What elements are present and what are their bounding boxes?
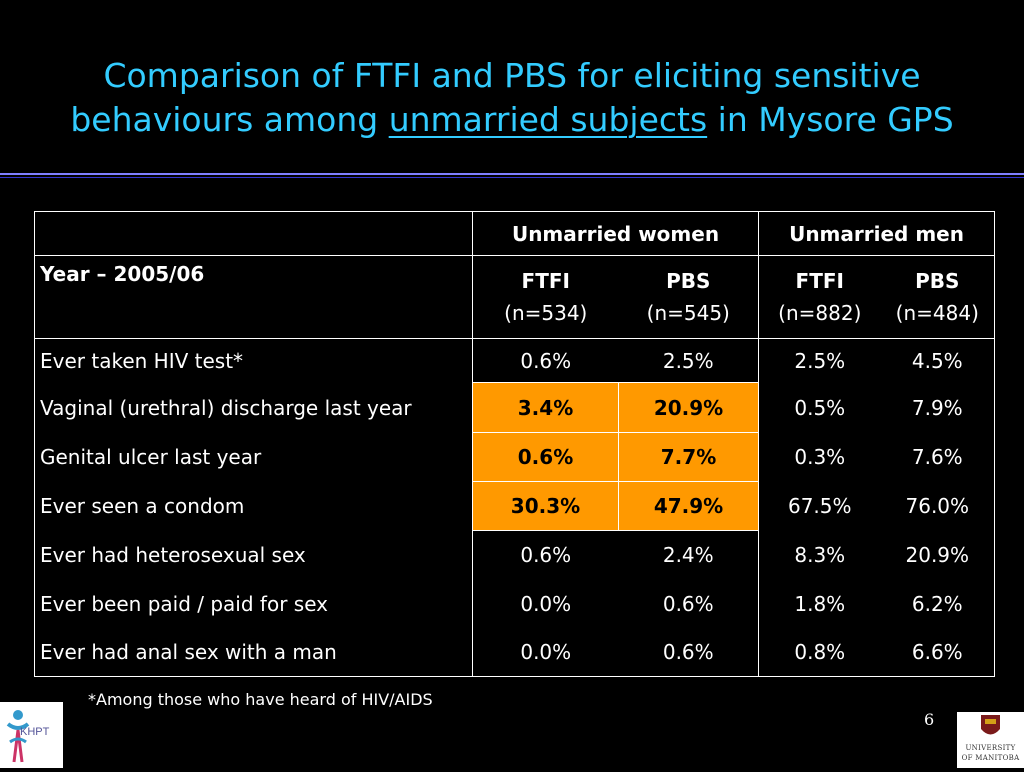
value-cell: 20.9% <box>617 382 760 433</box>
slide-title: Comparison of FTFI and PBS for eliciting… <box>0 54 1024 142</box>
method-label: FTFI <box>521 269 570 293</box>
group-header-row: Unmarried women Unmarried men <box>34 211 996 256</box>
khpt-figure-icon <box>6 710 30 763</box>
group-header-women: Unmarried women <box>471 211 760 256</box>
value-cell: 7.7% <box>617 432 760 482</box>
university-wordmark: UNIVERSITY <box>965 744 1016 752</box>
group-header-men: Unmarried men <box>758 211 996 256</box>
sample-size: (n=882) <box>778 301 862 325</box>
value-cell: 7.9% <box>880 382 996 433</box>
method-header-cell: PBS (n=545) <box>618 255 760 339</box>
khpt-logo-text: KHPT <box>20 726 50 738</box>
table-row: Ever had heterosexual sex 0.6% 2.4% 8.3% 20.… <box>34 530 996 579</box>
table-row: Genital ulcer last year 0.6% 7.7% 0.3% 7.6% <box>34 432 996 482</box>
value-cell: 0.8% <box>758 628 881 677</box>
row-label: Ever had anal sex with a man <box>34 628 473 677</box>
value-cell: 0.6% <box>472 338 619 383</box>
value-cell: 2.5% <box>618 338 760 383</box>
table-row: Ever had anal sex with a man 0.0% 0.6% 0.8%… <box>34 628 996 677</box>
value-cell: 0.3% <box>758 432 881 482</box>
row-label: Ever had heterosexual sex <box>34 530 473 579</box>
title-line-2-post: in Mysore GPS <box>707 100 954 139</box>
comparison-table: Unmarried women Unmarried men Year – 200… <box>34 211 996 677</box>
sample-size: (n=534) <box>504 301 588 325</box>
sample-size: (n=484) <box>895 301 979 325</box>
method-label: PBS <box>915 269 960 293</box>
method-label: PBS <box>666 269 711 293</box>
row-label: Ever seen a condom <box>34 481 473 531</box>
title-line-2-pre: behaviours among <box>70 100 389 139</box>
page-number: 6 <box>924 710 935 729</box>
title-underlined-phrase: unmarried subjects <box>388 100 708 139</box>
value-cell: 76.0% <box>880 481 996 531</box>
value-cell: 30.3% <box>472 481 619 531</box>
value-cell: 0.0% <box>472 578 619 629</box>
value-cell: 6.2% <box>880 578 996 629</box>
value-cell: 67.5% <box>758 481 881 531</box>
value-cell: 47.9% <box>617 481 760 531</box>
method-label: FTFI <box>795 269 844 293</box>
value-cell: 2.4% <box>618 530 760 579</box>
value-cell: 4.5% <box>880 338 996 383</box>
data-rows: Ever taken HIV test* 0.6% 2.5% 2.5% 4.5% Vagi… <box>34 338 996 677</box>
table-row: Vaginal (urethral) discharge last year 3.… <box>34 382 996 433</box>
value-cell: 2.5% <box>758 338 881 383</box>
method-header-cell: PBS (n=484) <box>880 255 996 339</box>
footnote: *Among those who have heard of HIV/AIDS <box>88 690 433 709</box>
year-label: Year – 2005/06 <box>34 255 473 339</box>
row-label: Genital ulcer last year <box>34 432 473 482</box>
value-cell: 8.3% <box>758 530 881 579</box>
row-label: Vaginal (urethral) discharge last year <box>34 382 473 433</box>
value-cell: 0.6% <box>472 432 619 482</box>
crest-icon <box>981 715 1000 735</box>
value-cell: 6.6% <box>880 628 996 677</box>
method-header-cell: FTFI (n=882) <box>758 255 881 339</box>
khpt-logo: KHPT <box>0 702 63 768</box>
university-of-manitoba-logo: UNIVERSITY OF MANITOBA <box>957 712 1024 768</box>
row-label: Ever been paid / paid for sex <box>34 578 473 629</box>
corner-cell <box>34 211 473 256</box>
method-header-cell: FTFI (n=534) <box>472 255 619 339</box>
value-cell: 0.0% <box>472 628 619 677</box>
table-row: Ever been paid / paid for sex 0.0% 0.6% 1.8… <box>34 578 996 629</box>
value-cell: 0.6% <box>618 628 760 677</box>
title-line-2: behaviours among unmarried subjects in M… <box>0 98 1024 142</box>
value-cell: 0.5% <box>758 382 881 433</box>
row-label: Ever taken HIV test* <box>34 338 473 383</box>
value-cell: 0.6% <box>472 530 619 579</box>
value-cell: 20.9% <box>880 530 996 579</box>
title-divider-secondary <box>0 177 1024 178</box>
method-header-row: Year – 2005/06 FTFI (n=534) PBS (n=545) FT… <box>34 255 996 339</box>
value-cell: 0.6% <box>618 578 760 629</box>
table-row: Ever taken HIV test* 0.6% 2.5% 2.5% 4.5% <box>34 338 996 383</box>
sample-size: (n=545) <box>646 301 730 325</box>
value-cell: 7.6% <box>880 432 996 482</box>
value-cell: 1.8% <box>758 578 881 629</box>
manitoba-wordmark: OF MANITOBA <box>961 754 1020 762</box>
table-row: Ever seen a condom 30.3% 47.9% 67.5% 76.0% <box>34 481 996 531</box>
title-divider <box>0 173 1024 175</box>
title-line-1: Comparison of FTFI and PBS for eliciting… <box>103 56 921 95</box>
value-cell: 3.4% <box>472 382 619 433</box>
